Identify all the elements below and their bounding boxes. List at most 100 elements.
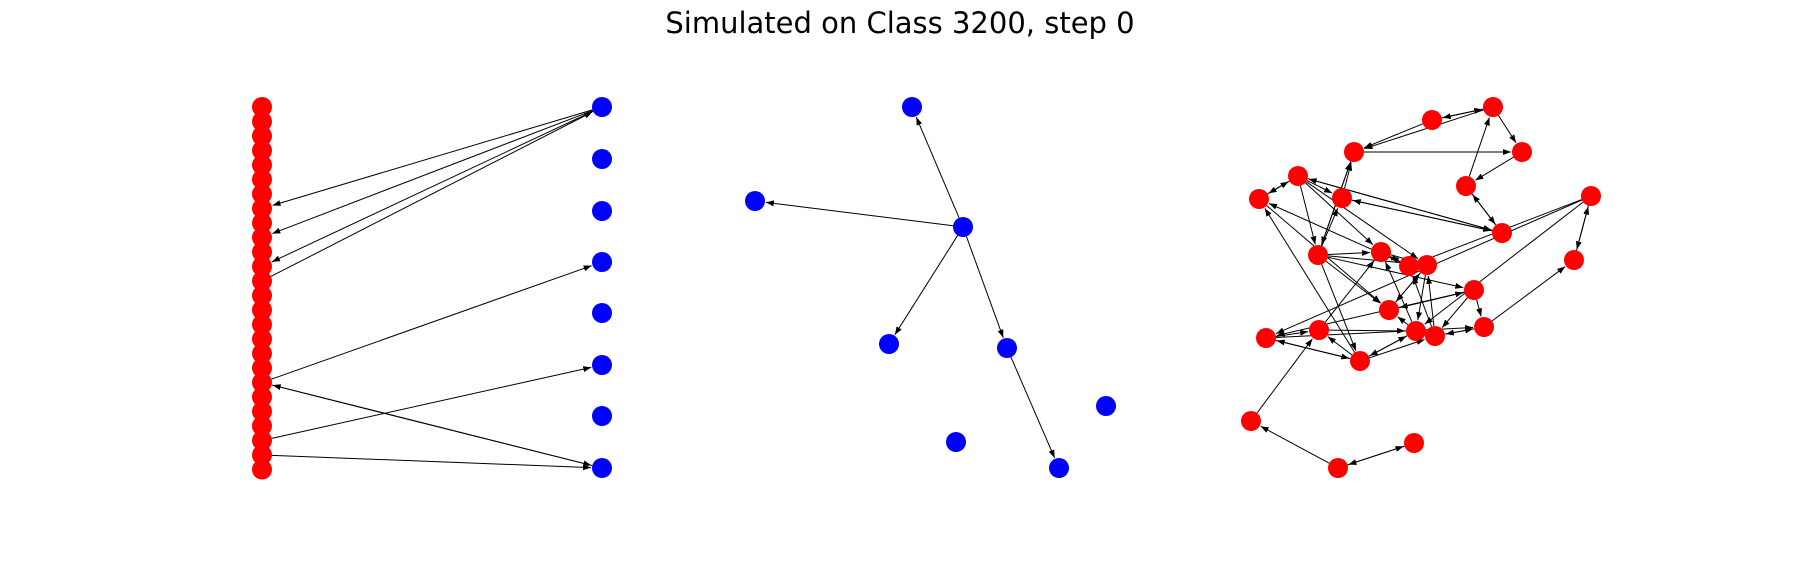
- blue-graph-panel-node-blue: [902, 97, 922, 117]
- red-graph-panel-edge: [1321, 264, 1357, 351]
- red-graph-panel-edge: [1327, 336, 1353, 356]
- red-graph-panel-edge: [1444, 327, 1474, 335]
- bipartite-panel-edge: [271, 110, 594, 263]
- red-graph-panel-node-red: [1249, 189, 1269, 209]
- red-graph-panel-node-red: [1308, 245, 1328, 265]
- bipartite-panel-node-blue: [592, 458, 612, 478]
- bipartite-panel-node-red: [252, 430, 272, 451]
- red-graph-panel-edge: [1276, 291, 1465, 337]
- red-graph-panel-edge: [1299, 185, 1317, 245]
- bipartite-panel-node-red: [252, 343, 272, 364]
- red-graph-panel-node-red: [1404, 433, 1424, 453]
- red-graph-panel-node-red: [1309, 320, 1329, 340]
- red-graph-panel-edge: [1476, 299, 1482, 317]
- red-graph-panel-node-red: [1456, 176, 1476, 196]
- red-graph-panel-node-red: [1474, 317, 1494, 337]
- bipartite-panel-edge: [271, 454, 592, 471]
- red-graph-panel-edge: [1471, 193, 1496, 225]
- red-graph-panel-edge: [1305, 181, 1419, 260]
- bipartite-panel-edge: [272, 384, 593, 467]
- red-graph-panel-node-red: [1256, 328, 1276, 348]
- red-graph-panel-node-red: [1350, 351, 1370, 371]
- bipartite-panel-node-red: [252, 256, 272, 277]
- red-graph-panel-edge: [1363, 123, 1423, 149]
- red-graph-panel-edge: [1390, 256, 1401, 264]
- red-graph-panel-edge: [1328, 327, 1406, 334]
- red-graph-panel-edge: [1307, 178, 1492, 231]
- blue-graph-panel-node-blue: [745, 191, 765, 211]
- bipartite-panel-edge: [272, 109, 593, 206]
- blue-graph-panel-edge: [915, 116, 960, 218]
- red-graph-panel-node-red: [1464, 280, 1484, 300]
- bipartite-panel-node-red: [252, 300, 272, 320]
- red-graph-panel-edge: [1575, 205, 1589, 250]
- red-graph-panel-edge: [1256, 338, 1313, 414]
- red-graph-panel-edge: [1424, 201, 1584, 325]
- bipartite-panel-node-red: [252, 387, 272, 407]
- red-graph-panel-edge: [1497, 115, 1517, 144]
- bipartite-panel-node-red: [252, 416, 272, 436]
- red-graph-panel-edge: [1344, 162, 1353, 189]
- red-graph-panel-edge: [1491, 266, 1566, 322]
- red-graph-panel-edge: [1369, 339, 1425, 359]
- red-graph-panel-node-red: [1417, 255, 1437, 275]
- red-graph-panel-node-red: [1512, 142, 1532, 162]
- red-graph-panel-edge: [1426, 275, 1435, 327]
- nodes-layer: [252, 97, 1601, 480]
- red-graph-panel-node-red: [1288, 166, 1308, 186]
- bipartite-panel-node-red: [252, 213, 272, 233]
- red-graph-panel-node-red: [1492, 223, 1512, 243]
- bipartite-panel-node-red: [252, 126, 272, 146]
- bipartite-panel-node-red: [252, 358, 272, 378]
- red-graph-panel-node-red: [1406, 321, 1426, 341]
- blue-graph-panel-node-blue: [1049, 458, 1069, 478]
- red-graph-panel-edge: [1306, 180, 1333, 194]
- blue-graph-panel-edge: [894, 235, 959, 335]
- red-graph-panel-edge: [1364, 109, 1484, 150]
- red-graph-panel-edge: [1321, 207, 1339, 246]
- blue-graph-panel-edge: [965, 236, 1004, 338]
- red-graph-panel-node-red: [1241, 411, 1261, 431]
- bipartite-panel-edge: [271, 265, 592, 380]
- red-graph-panel-edge: [1327, 249, 1371, 256]
- edges-layer: [270, 108, 1590, 471]
- bipartite-panel-node-blue: [592, 303, 612, 323]
- red-graph-panel-edge: [1416, 274, 1426, 321]
- bipartite-panel-node-red: [252, 372, 272, 393]
- red-graph-panel-edge: [1442, 108, 1484, 119]
- red-graph-panel-node-red: [1581, 186, 1601, 206]
- red-graph-panel-node-red: [1371, 242, 1391, 262]
- red-graph-panel-edge: [1325, 260, 1381, 304]
- red-graph-panel-edge: [1348, 445, 1405, 466]
- bipartite-panel-node-blue: [592, 252, 612, 272]
- bipartite-panel-edge: [272, 110, 593, 235]
- red-graph-panel-edge: [1276, 339, 1351, 360]
- blue-graph-panel-node-blue: [997, 338, 1017, 358]
- bipartite-panel-node-red: [252, 401, 272, 422]
- blue-graph-panel-node-blue: [1096, 396, 1116, 416]
- red-graph-panel-edge: [1275, 329, 1309, 338]
- bipartite-panel-node-red: [252, 198, 272, 219]
- red-graph-panel-node-red: [1425, 326, 1445, 346]
- figure-title: Simulated on Class 3200, step 0: [665, 6, 1135, 40]
- bipartite-panel-node-blue: [592, 97, 612, 117]
- bipartite-panel-node-red: [252, 445, 272, 465]
- blue-graph-panel-edge: [1010, 356, 1056, 459]
- bipartite-panel-node-red: [252, 169, 272, 190]
- bipartite-panel-node-red: [252, 285, 272, 306]
- red-graph-panel-edge: [1351, 199, 1492, 232]
- red-graph-panel-node-red: [1332, 188, 1352, 208]
- red-graph-panel-node-red: [1379, 300, 1399, 320]
- red-graph-panel-edge: [1327, 256, 1464, 289]
- bipartite-panel-node-red: [252, 242, 272, 262]
- red-graph-panel-node-red: [1399, 256, 1419, 276]
- bipartite-panel-node-red: [252, 271, 272, 291]
- red-graph-panel-edge: [1468, 117, 1490, 177]
- bipartite-panel-node-red: [252, 329, 272, 349]
- bipartite-panel-edge: [270, 111, 593, 277]
- red-graph-panel-edge: [1324, 260, 1375, 323]
- bipartite-panel-node-red: [252, 184, 272, 204]
- bipartite-panel-node-blue: [592, 406, 612, 426]
- red-graph-panel-edge: [1267, 181, 1289, 195]
- red-graph-panel-edge: [1475, 156, 1514, 181]
